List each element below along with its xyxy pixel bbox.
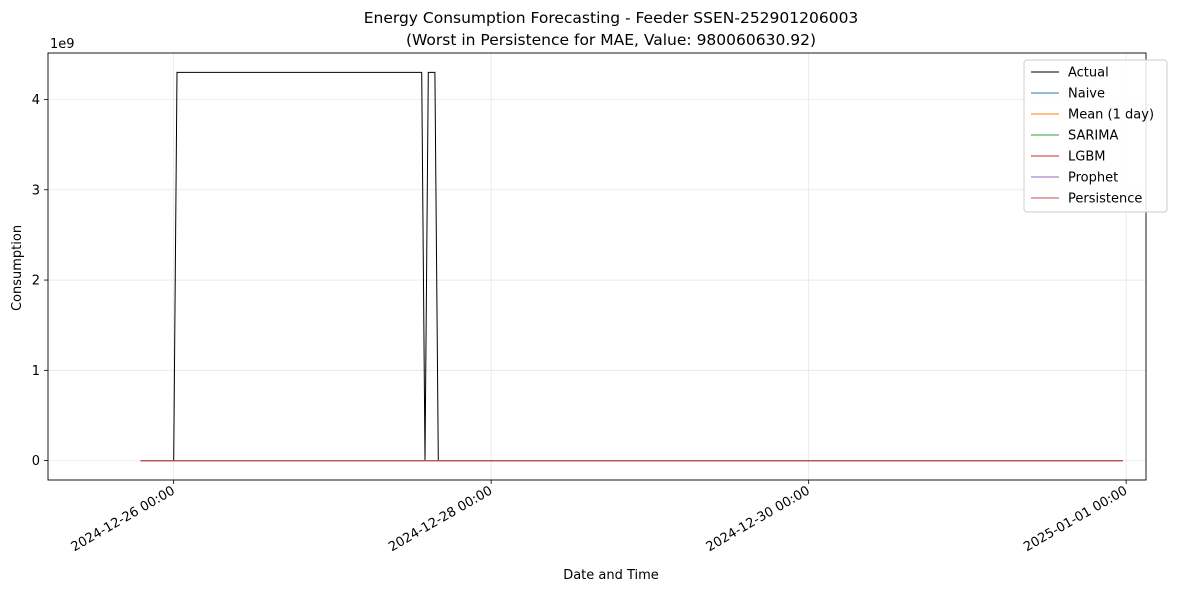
legend-label: LGBM	[1068, 150, 1105, 165]
series-lines	[140, 71, 1123, 462]
y-tick-label: 1	[32, 364, 40, 379]
plot-frame	[47, 52, 1147, 481]
legend-label: Persistence	[1068, 192, 1142, 207]
y-axis-label: Consumption	[10, 225, 25, 311]
legend-box	[1023, 59, 1168, 213]
legend-label: Actual	[1068, 66, 1109, 81]
chart-subtitle: (Worst in Persistence for MAE, Value: 98…	[406, 31, 816, 49]
legend-label: Naive	[1068, 87, 1105, 102]
legend-label: Prophet	[1068, 171, 1118, 186]
y-tick-label: 3	[32, 183, 40, 198]
legend: Actual Naive Mean (1 day) SARIMA LGBM Prophet…	[1023, 59, 1168, 213]
chart-title: Energy Consumption Forecasting - Feeder …	[364, 9, 859, 27]
y-tick-label: 4	[32, 93, 40, 108]
y-tick-label: 2	[32, 274, 40, 289]
legend-label: Mean (1 day)	[1068, 108, 1154, 123]
legend-label: SARIMA	[1068, 129, 1118, 144]
y-axis-ticks: 0 1 2 3 4	[32, 93, 48, 469]
y-offset-label: 1e9	[50, 37, 75, 52]
x-axis-label: Date and Time	[563, 568, 659, 583]
y-tick-label: 0	[32, 454, 40, 469]
